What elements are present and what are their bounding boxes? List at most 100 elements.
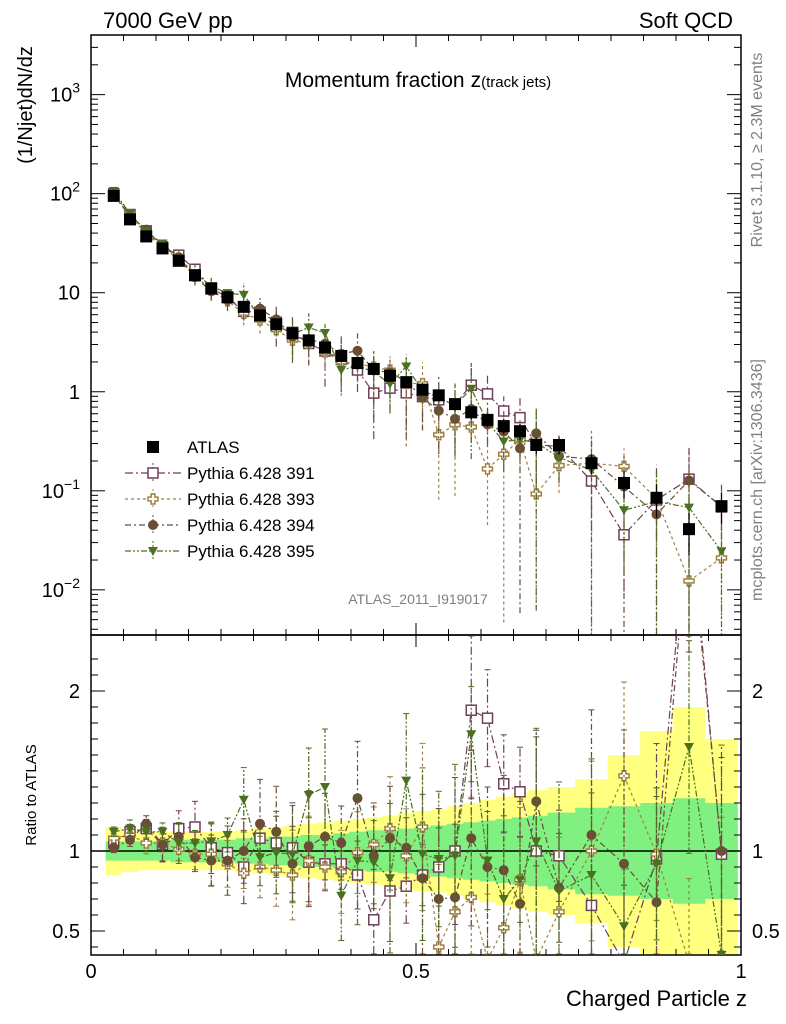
atlas-point [254,309,266,322]
legend-marker [148,547,158,556]
ratio-series-point [400,850,412,862]
ratio-series-point [222,855,233,866]
x-axis-ticks: 0 0.5 1 [85,35,747,983]
y-tick-label: 102 [50,179,80,206]
ratio-series-point [189,821,201,833]
ratio-series-point [514,786,526,798]
ratio-series-point [320,783,330,792]
series-point [618,460,630,473]
atlas-point [237,300,250,313]
ratio-tick-label-right: 1 [752,841,763,863]
ratio-series-point [352,856,363,866]
plot-title-var: z [471,69,482,92]
ratio-series-point [417,850,428,860]
series-point [466,384,477,394]
y-tick-label: 10−1 [42,476,80,503]
ratio-series-point [651,859,662,869]
ratio-series-point [498,895,509,904]
ratio-series-point [619,922,629,932]
plot-title-main: Momentum fraction [285,69,465,92]
y-tick-label: 103 [50,80,80,107]
legend-label: Pythia 6.428 395 [187,542,315,561]
legend-marker [147,493,159,505]
ratio-tick-label-right: 0.5 [752,921,780,943]
legend-entry: Pythia 6.428 391 [125,463,315,483]
atlas-point [449,398,461,411]
series-point [352,345,363,356]
atlas-point [140,230,153,243]
ratio-series-point [336,891,347,901]
atlas-point [530,439,543,452]
ratio-series-point [336,838,347,848]
atlas-point [650,491,663,504]
series-atlas [107,189,728,555]
ratio-series-point [140,837,152,849]
atlas-point [270,318,283,331]
series-point [498,437,509,447]
ratio-series-point [368,858,379,868]
ratio-series-point [190,852,200,863]
ratio-series-point [352,793,363,804]
ratio-series-point [619,858,629,869]
rivet-version-label: Rivet 3.1.10, ≥ 2.3M events [749,53,766,248]
ratio-series-point [466,730,477,740]
atlas-point [221,291,234,304]
ratio-series-point [141,827,152,837]
series-point [716,547,727,557]
ratio-series-point [255,853,265,863]
atlas-point [172,254,185,267]
ratio-series-point [157,839,168,850]
ratio-series-point [108,842,119,853]
atlas-point [286,327,299,340]
atlas-point [400,376,413,389]
plot-title-sub: (track jets) [481,74,551,91]
ratio-series-point [206,855,217,866]
ratio-series-point [287,850,298,860]
ratio-series-point [222,831,233,840]
series-point [498,405,510,417]
ratio-series-point [433,855,444,864]
ratio-series-point [286,869,299,881]
legend-label: Pythia 6.428 394 [187,516,315,535]
ratio-series-point [417,873,428,884]
y-tick-label: 10 [58,283,80,305]
series-point [303,323,314,333]
series-point [481,463,494,475]
atlas-point [683,523,695,536]
legend-marker [148,520,158,530]
legend-marker [147,467,159,479]
ratio-series-point [716,846,727,856]
legend: ATLAS Pythia 6.428 391 Pythia 6.428 393 Pyt… [125,438,315,561]
ratio-series-point [586,871,597,880]
atlas-point [553,439,565,452]
series-point [554,453,564,463]
ratio-series-point [400,880,412,892]
y-tick-label: 1 [69,382,80,404]
ratio-tick-label-left: 0.5 [52,921,80,943]
mcplots-reference-label: mcplots.cern.ch [arXiv:1306.3436] [749,359,766,601]
atlas-point [156,242,169,255]
ratio-series-point [433,941,445,953]
series-line [113,193,722,536]
ratio-series-point [481,712,494,724]
x-tick-label: 0 [85,961,96,983]
ratio-series-point [271,826,282,837]
atlas-point [107,189,120,202]
header-left-label: 7000 GeV pp [103,8,233,33]
legend-marker [147,441,159,453]
legend-entry: Pythia 6.428 395 [125,541,315,561]
ratio-series-point [368,914,380,926]
ratio-tick-label-left: 2 [69,681,80,703]
y-axis-title: (1/Njet)dN/dz [15,46,37,164]
legend-entry: Pythia 6.428 393 [125,489,315,509]
atlas-point [416,383,429,396]
atlas-point [124,213,136,226]
ratio-panel: 0 0.5 10.5 0.51 12 2 [52,35,780,983]
atlas-point [367,362,380,375]
ratio-axis-title: Ratio to ATLAS [23,744,40,845]
series-point [238,290,249,300]
ratio-series-point [271,848,282,858]
atlas-point [384,369,396,382]
legend-entry: Pythia 6.428 394 [125,515,315,535]
ratio-series-line [113,635,723,955]
